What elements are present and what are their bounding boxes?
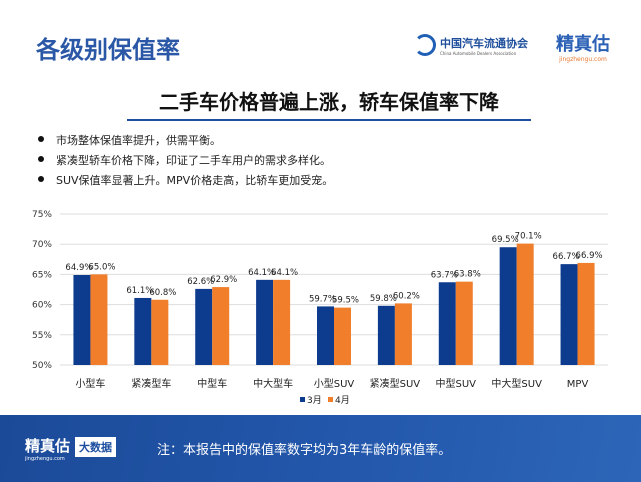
footer-brand-name: 精真估 — [25, 437, 71, 455]
x-tick-label: 小型车 — [75, 377, 105, 390]
data-label: 63.7% — [431, 270, 458, 280]
y-tick-label: 75% — [32, 210, 52, 220]
bar-4月 — [516, 243, 534, 365]
data-label: 61.1% — [126, 286, 153, 296]
x-tick-label: 中大型车 — [253, 377, 293, 390]
bar-3月 — [560, 264, 578, 365]
x-tick-label: 紧凑型SUV — [370, 377, 421, 390]
bar-3月 — [438, 282, 456, 365]
bar-3月 — [377, 305, 395, 365]
y-tick-label: 55% — [32, 331, 52, 341]
bar-4月 — [455, 281, 473, 365]
data-label: 66.7% — [553, 252, 580, 262]
data-label: 65.0% — [88, 262, 115, 272]
x-tick-label: 小型SUV — [314, 377, 355, 390]
x-tick-label: 中型SUV — [436, 377, 477, 390]
slide-subtitle: 二手车价格普遍上涨，轿车保值率下降 — [127, 86, 531, 121]
data-label: 59.7% — [309, 294, 336, 304]
bar-4月 — [212, 287, 230, 365]
x-tick-label: MPV — [567, 379, 589, 390]
bar-4月 — [90, 274, 108, 365]
footer-tag: 大数据 — [75, 437, 116, 457]
brand-name: 精真估 — [556, 34, 610, 55]
bar-4月 — [394, 303, 412, 365]
footer-band: 精真估 jingzhengu.com 大数据 注：本报告中的保值率数字均为3年车… — [0, 415, 641, 482]
y-tick-label: 70% — [32, 240, 52, 250]
data-label: 62.9% — [210, 275, 237, 285]
legend-swatch — [300, 397, 305, 402]
brand-logo: 精真估 jingzhengu.com — [556, 30, 610, 63]
bar-4月 — [273, 279, 291, 365]
x-tick-label: 紧凑型车 — [131, 377, 171, 390]
bar-3月 — [195, 288, 213, 365]
y-tick-label: 65% — [32, 270, 52, 280]
data-label: 64.1% — [248, 268, 275, 278]
data-label: 63.8% — [454, 270, 481, 280]
legend-swatch — [328, 397, 333, 402]
footer-brand-url: jingzhengu.com — [25, 456, 65, 462]
bar-4月 — [151, 299, 169, 365]
bar-3月 — [317, 306, 334, 365]
bar-4月 — [334, 307, 351, 365]
bar-4月 — [577, 262, 595, 365]
brand-url: jingzhengu.com — [559, 56, 607, 63]
y-tick-label: 60% — [32, 301, 52, 311]
bullet-list: 市场整体保值率提升，供需平衡。 紧凑型轿车价格下降，印证了二手车用户的需求多样化… — [38, 132, 333, 192]
data-label: 64.1% — [271, 268, 298, 278]
bar-3月 — [134, 297, 152, 365]
bar-3月 — [256, 279, 274, 365]
data-label: 60.8% — [149, 288, 176, 298]
data-label: 59.5% — [332, 296, 359, 306]
data-label: 62.6% — [187, 277, 214, 287]
bar-chart: 50% 55% 60% 65% 70% 75% 64.9%65.0% 小型车 61.1%60.8… — [32, 210, 608, 406]
page-title: 各级别保值率 — [36, 36, 180, 64]
data-label: 70.1% — [515, 232, 542, 242]
bar-3月 — [499, 247, 517, 365]
x-tick-label: 中型车 — [197, 377, 227, 390]
legend-label: 3月 — [307, 395, 322, 406]
bullet-item: 市场整体保值率提升，供需平衡。 — [38, 132, 333, 152]
legend-label: 4月 — [335, 395, 350, 406]
data-label: 60.2% — [393, 291, 420, 301]
org-logo-icon — [414, 34, 436, 56]
bullet-item: 紧凑型轿车价格下降，印证了二手车用户的需求多样化。 — [38, 152, 333, 172]
bar-3月 — [73, 275, 91, 365]
y-tick-label: 50% — [32, 361, 52, 371]
bullet-item: SUV保值率显著上升。MPV价格走高，比轿车更加受宠。 — [38, 172, 333, 192]
org-name-en: China Automobile Dealers Association — [440, 50, 517, 56]
data-label: 64.9% — [65, 263, 92, 273]
x-tick-label: 中大型SUV — [491, 377, 542, 390]
footer-note: 注：本报告中的保值率数字均为3年车龄的保值率。 — [157, 443, 452, 458]
data-label: 69.5% — [492, 235, 519, 245]
data-label: 66.9% — [576, 251, 603, 261]
data-label: 59.8% — [370, 294, 397, 304]
org-logo: 中国汽车流通协会 China Automobile Dealers Associ… — [414, 34, 528, 56]
org-name: 中国汽车流通协会 — [440, 36, 528, 50]
footer-brand: 精真估 jingzhengu.com — [25, 435, 70, 462]
